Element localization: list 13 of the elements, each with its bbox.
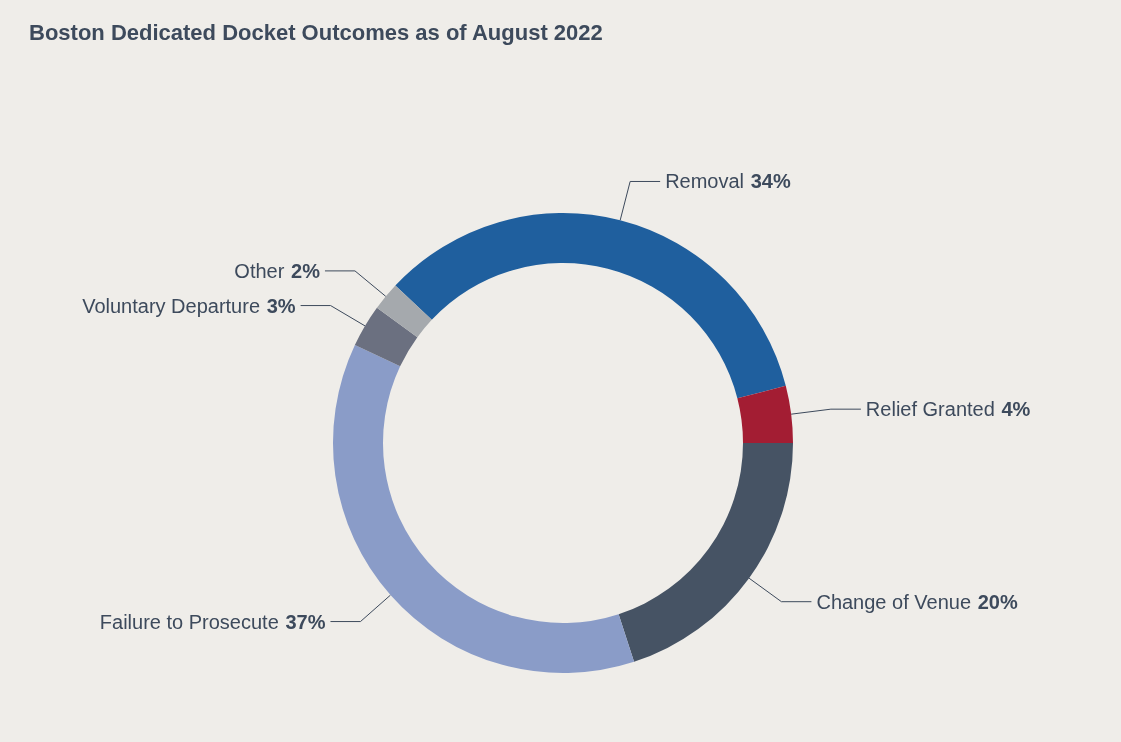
slice-label: Removal [665,170,745,193]
slice-label: Failure to Prosecute [99,610,279,633]
data-label: 2% [291,259,321,282]
data-label: 34% [750,170,791,193]
data-label: 37% [285,610,326,633]
slice-label: Other [234,259,285,282]
slice-label: Change of Venue [816,590,972,613]
chart-title: Boston Dedicated Docket Outcomes as of August 2022 [29,19,603,45]
data-label: 20% [977,590,1018,613]
slice-label: Voluntary Departure [82,294,261,317]
slice-label: Relief Granted [865,398,995,421]
data-label: 4% [1001,398,1031,421]
data-label: 3% [266,294,296,317]
